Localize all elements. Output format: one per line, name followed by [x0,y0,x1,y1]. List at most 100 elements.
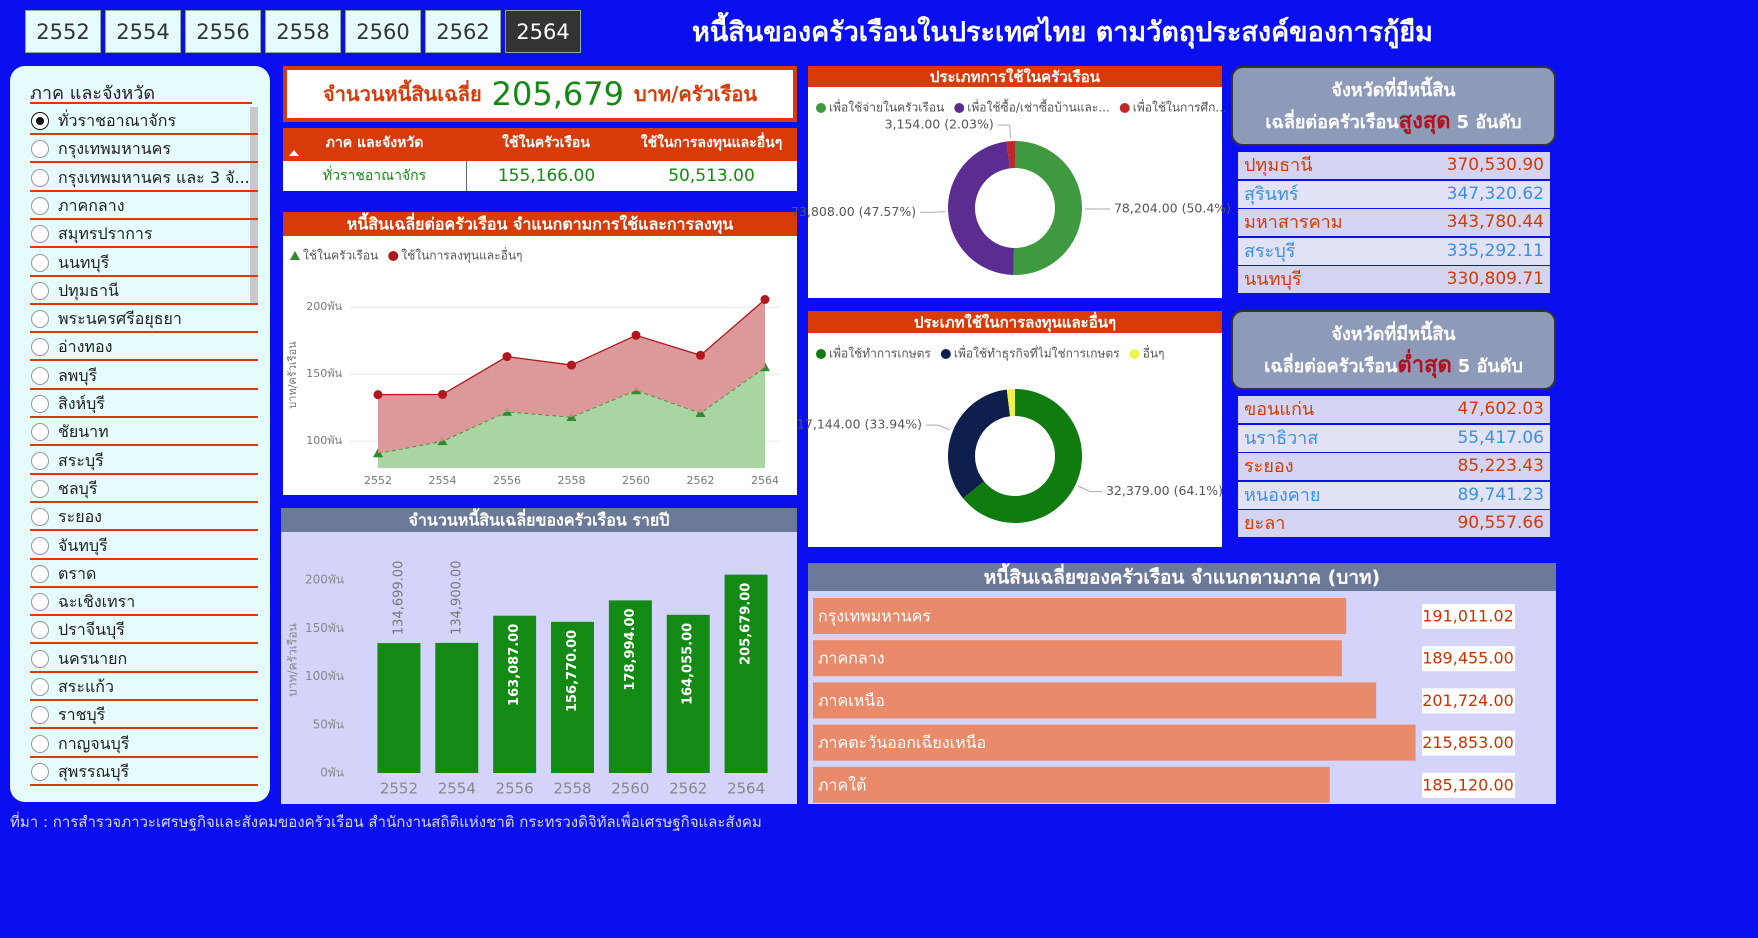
radio [31,338,49,357]
radio-dot [36,117,44,125]
radio [31,706,49,725]
rank-value: 335,292.11 [1446,240,1544,261]
rank-name: ขอนแก่น [1244,399,1315,420]
slicer-item[interactable]: อ่างทอง [30,334,258,362]
slicer-item[interactable]: ลพบุรี [30,363,258,390]
slicer-item-label: ปทุมธานี [58,280,119,300]
rank-name: สุรินทร์ [1244,183,1299,205]
page-title: หนี้สินของครัวเรือนในประเทศไทย ตามวัตถุป… [692,17,1433,48]
radio [31,196,49,215]
rank-value: 47,602.03 [1457,399,1544,419]
radio [31,508,49,527]
rank-name: มหาสารคาม [1244,212,1343,233]
rank-row: ขอนแก่น 47,602.03 [1238,396,1550,423]
year-button[interactable]: 2560 [345,10,421,53]
radio [31,564,49,583]
slicer-item[interactable]: กาญจนบุรี [30,731,258,758]
slicer-item[interactable]: สมุทรปราการ [30,221,258,249]
radio [31,168,49,187]
year-button[interactable]: 2558 [265,10,341,53]
radio [31,649,49,668]
slicer-item-label: กรุงเทพมหานคร [58,139,171,159]
radio [31,366,49,385]
slicer-item[interactable]: ทั่วราชอาณาจักร [30,108,258,135]
table-cell: 50,513.00 [668,166,755,186]
slicer-item[interactable]: นนทบุรี [30,250,258,277]
rank-header: จังหวัดที่มีหนี้สินเฉลี่ยต่อครัวเรือนสูง… [1231,66,1556,146]
slicer-item-label: สมุทรปราการ [58,224,153,244]
slicer-item-label: สระแก้ว [58,677,114,696]
rank-value: 330,809.71 [1446,269,1544,289]
slicer-item[interactable]: สระบุรี [30,448,258,475]
slicer-item[interactable]: นครนายก [30,646,258,673]
slicer-item-label: ชัยนาท [58,422,109,442]
rank-row: ระยอง 85,223.43 [1238,453,1550,480]
year-button[interactable]: 2556 [185,10,261,53]
radio [31,225,49,244]
slicer-item[interactable]: สุพรรณบุรี [30,759,258,786]
table-header: ใช้ในการลงทุนและอื่นๆ [626,128,797,161]
slicer-item[interactable]: กรุงเทพมหานคร [30,136,258,164]
rank-value: 89,741.23 [1457,484,1544,505]
rank-name: สระบุรี [1244,240,1296,262]
radio [31,621,49,640]
slicer-item[interactable]: ภาคกลาง [30,193,258,220]
slicer-item[interactable]: ตราด [30,561,258,588]
rank-row: สระบุรี 335,292.11 [1238,237,1550,265]
radio [31,451,49,470]
year-button[interactable]: 2564 [505,10,581,53]
rank-value: 347,320.62 [1446,183,1544,204]
slicer-item-label: ภาคกลาง [58,195,125,215]
kpi-label: จำนวนหนี้สินเฉลี่ย [322,82,482,106]
slicer-item-label: กรุงเทพมหานคร และ 3 จั... [58,167,250,187]
radio [31,762,49,781]
slicer-item-label: กาญจนบุรี [58,733,130,753]
rank-row: มหาสารคาม 343,780.44 [1238,209,1550,236]
slicer-item[interactable]: ชัยนาท [30,419,258,447]
slicer-item-label: ฉะเชิงเทรา [58,592,136,612]
table-cell: ทั่วราชอาณาจักร [322,168,427,184]
rank-name: นนทบุรี [1244,269,1302,290]
year-button[interactable]: 2552 [25,10,101,53]
rank-title-part: เฉลี่ยต่อครัวเรือน [1265,112,1399,133]
rank-value: 85,223.43 [1457,456,1544,476]
slicer-item-label: ทั่วราชอาณาจักร [58,111,177,130]
slicer-item-label: ตราด [58,563,97,583]
rank-title-line: จังหวัดที่มีหนี้สิน [1331,80,1456,101]
rank-value: 343,780.44 [1446,212,1544,232]
slicer-item[interactable]: ระยอง [30,504,258,532]
scrollbar [250,107,258,303]
rank-emphasis: ต่ำสุด [1397,353,1452,378]
slicer-item-label: สุพรรณบุรี [58,761,130,781]
radio [31,593,49,612]
year-button[interactable]: 2554 [105,10,181,53]
slicer-item[interactable]: ราชบุรี [30,702,258,730]
radio [31,281,49,300]
slicer-title: ภาค และจังหวัด [30,78,252,104]
slicer-item[interactable]: ปทุมธานี [30,278,258,305]
slicer-item[interactable]: ฉะเชิงเทรา [30,589,258,617]
rank-row: สุรินทร์ 347,320.62 [1238,180,1550,208]
radio [31,140,49,159]
rank-name: ยะลา [1244,513,1286,534]
table-header: ใช้ในครัวเรือน [466,128,626,161]
slicer-item[interactable]: ชลบุรี [30,476,258,503]
slicer-item[interactable]: สิงห์บุรี [30,391,258,418]
rank-emphasis: สูงสุด [1398,109,1451,134]
slicer-item-label: สระบุรี [58,450,104,470]
rank-header: จังหวัดที่มีหนี้สิน เฉลี่ยต่อครัวเรือนต่ำ… [1231,310,1556,390]
slicer-item[interactable]: ปราจีนบุรี [30,617,258,645]
rank-value: 370,530.90 [1446,155,1544,175]
rank-name: ระยอง [1244,456,1294,477]
slicer-item-label: ราชบุรี [58,705,106,725]
slicer-item[interactable]: กรุงเทพมหานคร และ 3 จั... [30,165,258,192]
year-button[interactable]: 2562 [425,10,501,53]
radio [31,678,49,696]
slicer-item[interactable]: จันทบุรี [30,533,258,560]
slicer-item[interactable]: สระแก้ว [30,674,258,701]
rank-title-part: 5 อันดับ [1457,356,1523,377]
rank-row: นนทบุรี 330,809.71 [1238,266,1550,293]
rank-title-line: จังหวัดที่มีหนี้สิน [1331,324,1456,345]
slicer-item[interactable]: พระนครศรีอยุธยา [30,306,258,334]
slicer-item-label: จันทบุรี [58,535,108,555]
